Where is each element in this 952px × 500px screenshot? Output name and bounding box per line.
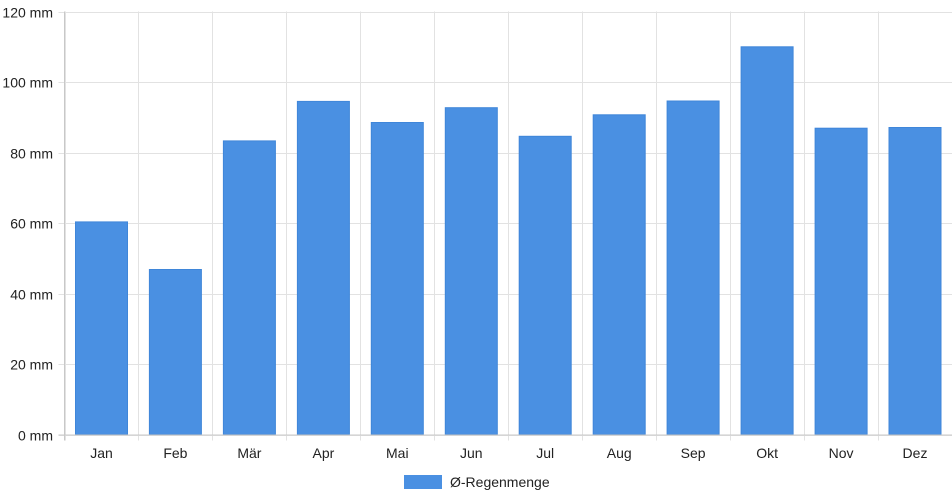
- legend[interactable]: Ø-Regenmenge: [404, 474, 550, 490]
- x-tick-label: Apr: [313, 445, 335, 461]
- bar-mai[interactable]: [370, 122, 424, 435]
- y-tick-label: 0 mm: [18, 428, 53, 444]
- x-tick-label: Aug: [607, 445, 632, 461]
- bars-layer: [75, 46, 942, 436]
- bar-feb[interactable]: [148, 269, 202, 435]
- grid-layer: [58, 11, 952, 441]
- y-tick-label: 60 mm: [10, 216, 53, 232]
- y-tick-label: 80 mm: [10, 146, 53, 162]
- axis-layer: 0 mm 20 mm 40 mm 60 mm 80 mm 100 mm 120 mm Jan F…: [2, 5, 952, 461]
- x-tick-label: Mai: [386, 445, 409, 461]
- bar-sep[interactable]: [666, 100, 720, 435]
- bar-jan[interactable]: [75, 221, 128, 435]
- x-tick-label: Jul: [536, 445, 554, 461]
- y-tick-label: 100 mm: [2, 75, 53, 91]
- x-tick-label: Sep: [681, 445, 706, 461]
- y-tick-label: 120 mm: [2, 5, 53, 21]
- x-tick-label: Dez: [903, 445, 928, 461]
- legend-swatch-regenmenge[interactable]: [404, 475, 442, 489]
- legend-label-regenmenge[interactable]: Ø-Regenmenge: [450, 474, 550, 490]
- bar-jul[interactable]: [518, 135, 572, 436]
- x-tick-label: Jun: [460, 445, 483, 461]
- bar-apr[interactable]: [296, 100, 350, 436]
- x-tick-label: Nov: [829, 445, 854, 461]
- y-tick-label: 20 mm: [10, 357, 53, 373]
- bar-mär[interactable]: [222, 140, 276, 435]
- bar-jun[interactable]: [444, 107, 498, 435]
- x-tick-label: Jan: [90, 445, 113, 461]
- bar-okt[interactable]: [740, 46, 794, 436]
- x-tick-label: Mär: [237, 445, 261, 461]
- x-tick-label: Okt: [756, 445, 778, 461]
- bar-dez[interactable]: [888, 127, 942, 435]
- y-tick-label: 40 mm: [10, 287, 53, 303]
- bar-nov[interactable]: [814, 127, 868, 435]
- x-tick-label: Feb: [163, 445, 187, 461]
- bar-aug[interactable]: [592, 114, 646, 436]
